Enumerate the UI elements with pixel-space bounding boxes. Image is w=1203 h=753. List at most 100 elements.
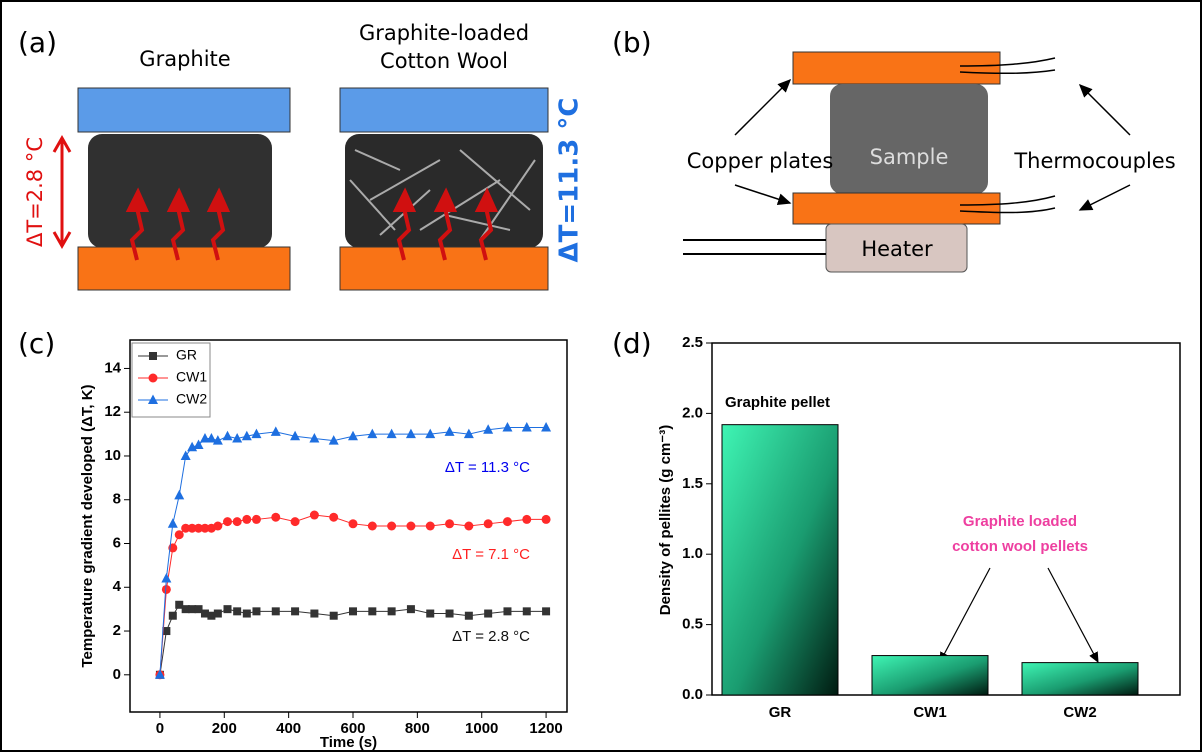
panel-label: (b) [612, 26, 652, 59]
annotation: ΔT = 7.1 °C [452, 546, 530, 563]
legend-marker [148, 395, 158, 405]
x-tick-label: 400 [276, 720, 301, 737]
marker [484, 610, 492, 618]
gradient-arrow [54, 138, 70, 246]
diagram-title: Graphite-loaded [359, 21, 529, 45]
cold-plate [78, 88, 290, 132]
hot-plate [78, 247, 290, 290]
sample-block [830, 84, 988, 194]
marker [503, 607, 511, 615]
x-tick-label: 0 [156, 720, 164, 737]
marker [349, 607, 357, 615]
diagram-label: Sample [870, 145, 949, 169]
marker [445, 426, 455, 436]
panel-label: (c) [18, 327, 55, 360]
marker [368, 522, 377, 531]
marker [542, 515, 551, 524]
marker [445, 519, 454, 528]
diagram-title: Cotton Wool [380, 49, 508, 73]
marker [465, 612, 473, 620]
legend-marker [149, 352, 157, 360]
marker [542, 607, 550, 615]
diagram-label: Copper plates [687, 149, 834, 173]
y-tick-label: 8 [113, 491, 121, 508]
marker [349, 519, 358, 528]
diagram-title: Graphite [139, 47, 230, 71]
marker [367, 429, 377, 439]
marker [503, 517, 512, 526]
heater-wires [683, 240, 826, 254]
marker [523, 607, 531, 615]
copper-plate [793, 193, 1000, 224]
y-tick-label: 14 [104, 359, 121, 376]
annotation: Graphite loaded [963, 513, 1077, 530]
y-tick-label: 0.5 [682, 616, 703, 633]
marker [162, 585, 171, 594]
x-tick-label: 200 [212, 720, 237, 737]
marker [169, 612, 177, 620]
marker [330, 612, 338, 620]
y-axis-label: Density of pellites (g cm⁻³) [657, 425, 674, 615]
marker [252, 607, 260, 615]
y-tick-label: 1.5 [682, 475, 703, 492]
copper-plate [793, 52, 1000, 84]
y-tick-label: 0.0 [682, 686, 703, 703]
marker [387, 429, 397, 439]
y-tick-label: 2.5 [682, 334, 703, 351]
marker [426, 522, 435, 531]
marker [310, 511, 319, 520]
delta-label: ΔT=2.8 °C [23, 137, 47, 247]
cold-plate [340, 88, 548, 132]
marker [407, 605, 415, 613]
marker [252, 515, 261, 524]
marker [223, 517, 232, 526]
marker [446, 610, 454, 618]
x-tick-label: CW2 [1063, 704, 1096, 721]
x-axis-label: Time (s) [320, 734, 377, 751]
x-tick-label: CW1 [913, 704, 946, 721]
marker [426, 610, 434, 618]
marker [214, 610, 222, 618]
marker [233, 607, 241, 615]
y-tick-label: 0 [113, 666, 121, 683]
y-tick-label: 2.0 [682, 404, 703, 421]
y-tick-label: 12 [104, 403, 121, 420]
y-tick-label: 2 [113, 622, 121, 639]
marker [233, 517, 242, 526]
marker [223, 431, 233, 441]
y-tick-label: 4 [113, 578, 122, 595]
legend-label: GR [176, 347, 197, 363]
legend-label: CW1 [176, 369, 207, 385]
marker [243, 610, 251, 618]
bar [872, 656, 988, 695]
x-tick-label: 800 [405, 720, 430, 737]
marker [406, 429, 416, 439]
marker [310, 610, 318, 618]
marker [161, 573, 171, 583]
marker [224, 605, 232, 613]
marker [329, 513, 338, 522]
marker [174, 490, 184, 500]
diagram-label: Heater [861, 237, 933, 261]
y-tick-label: 6 [113, 534, 121, 551]
marker [271, 513, 280, 522]
marker [242, 515, 251, 524]
legend-marker [149, 374, 158, 383]
delta-label: ΔT=11.3 °C [555, 98, 585, 263]
marker [168, 518, 178, 528]
y-axis-label: Temperature gradient developed (ΔT, K) [79, 384, 96, 667]
y-tick-label: 1.0 [682, 545, 703, 562]
marker [291, 517, 300, 526]
marker [406, 522, 415, 531]
annotation: ΔT = 11.3 °C [445, 459, 530, 476]
series-line [160, 515, 546, 675]
marker [271, 426, 281, 436]
diagram-label: Thermocouples [1013, 149, 1175, 173]
marker [291, 607, 299, 615]
panel-label: (a) [18, 26, 57, 59]
marker [484, 519, 493, 528]
figure: (a) (b) (c) (d) Graphite Graphite-loaded… [0, 0, 1203, 753]
marker [175, 530, 184, 539]
annotation-arrows [940, 568, 1098, 662]
y-tick-label: 10 [104, 447, 121, 464]
